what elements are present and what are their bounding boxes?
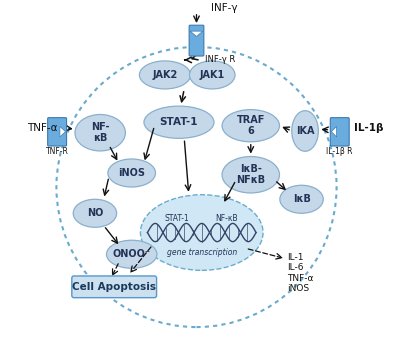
Text: NF-
κB: NF- κB — [91, 122, 110, 143]
Text: Cell Apoptosis: Cell Apoptosis — [72, 282, 156, 292]
Text: JAK2: JAK2 — [152, 70, 178, 80]
Ellipse shape — [140, 61, 190, 89]
Text: IL-1β R: IL-1β R — [326, 148, 353, 156]
Ellipse shape — [190, 61, 235, 89]
Text: INF-γ R: INF-γ R — [205, 55, 236, 64]
Text: IκB-
NFκB: IκB- NFκB — [236, 164, 265, 185]
Ellipse shape — [292, 110, 318, 151]
Polygon shape — [331, 126, 336, 137]
Ellipse shape — [144, 106, 214, 138]
FancyBboxPatch shape — [189, 25, 204, 56]
Text: TNF-R: TNF-R — [46, 148, 68, 156]
Text: IKA: IKA — [296, 126, 314, 136]
Ellipse shape — [222, 156, 280, 193]
Text: INF-γ: INF-γ — [210, 4, 237, 13]
Text: TNF-α: TNF-α — [288, 274, 314, 282]
Text: NF-κB: NF-κB — [215, 214, 238, 223]
Text: JAK1: JAK1 — [200, 70, 225, 80]
Text: TRAF
6: TRAF 6 — [236, 115, 265, 136]
Text: iNOS: iNOS — [118, 168, 145, 178]
Text: STAT-1: STAT-1 — [165, 214, 190, 223]
Text: IL-1: IL-1 — [288, 252, 304, 262]
Text: iNOS: iNOS — [288, 284, 310, 293]
Text: STAT-1: STAT-1 — [160, 117, 198, 127]
Ellipse shape — [108, 159, 156, 187]
Ellipse shape — [73, 199, 117, 227]
FancyBboxPatch shape — [330, 118, 349, 146]
Polygon shape — [190, 31, 203, 36]
Ellipse shape — [75, 114, 126, 151]
Ellipse shape — [280, 185, 323, 213]
Ellipse shape — [222, 110, 280, 142]
Text: ONOO⁻: ONOO⁻ — [113, 249, 151, 259]
Text: gene transcription: gene transcription — [167, 249, 237, 257]
Ellipse shape — [106, 240, 157, 268]
Text: IL-6: IL-6 — [288, 263, 304, 272]
FancyBboxPatch shape — [72, 276, 156, 298]
Text: IκB: IκB — [293, 194, 310, 204]
Ellipse shape — [140, 195, 263, 270]
Text: NO: NO — [87, 208, 103, 218]
FancyBboxPatch shape — [48, 118, 66, 146]
Polygon shape — [60, 126, 66, 137]
Text: IL-1β: IL-1β — [354, 123, 384, 133]
Text: TNF-α: TNF-α — [27, 123, 57, 133]
